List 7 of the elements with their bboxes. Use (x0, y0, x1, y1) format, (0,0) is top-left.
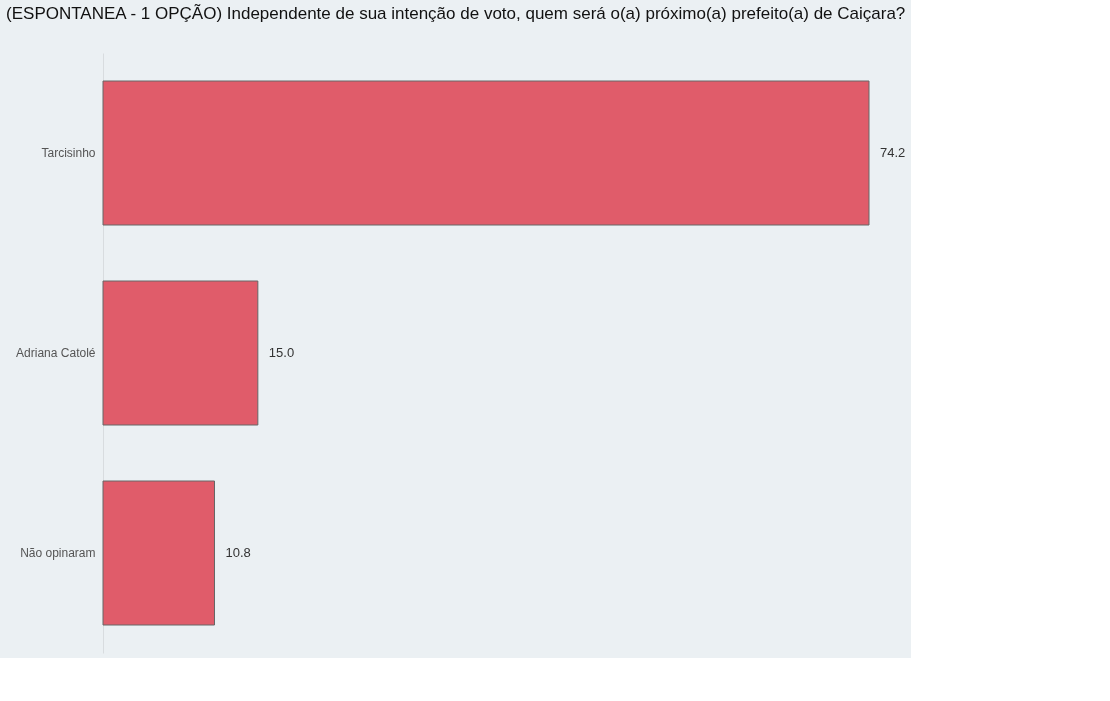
chart-title: (ESPONTANEA - 1 OPÇÃO) Independente de sua intenção de voto, quem será o(a) próximo(a) prefeito(a) de Caiçara? (6, 4, 906, 23)
y-tick-label: Não opinaram (20, 546, 96, 560)
y-tick-label: Adriana Catolé (16, 346, 96, 360)
y-tick-label: Tarcisinho (41, 146, 96, 160)
data-label: 10.8 (225, 545, 251, 560)
data-label: 15.0 (268, 345, 295, 360)
data-label: 74.2 (880, 145, 906, 160)
